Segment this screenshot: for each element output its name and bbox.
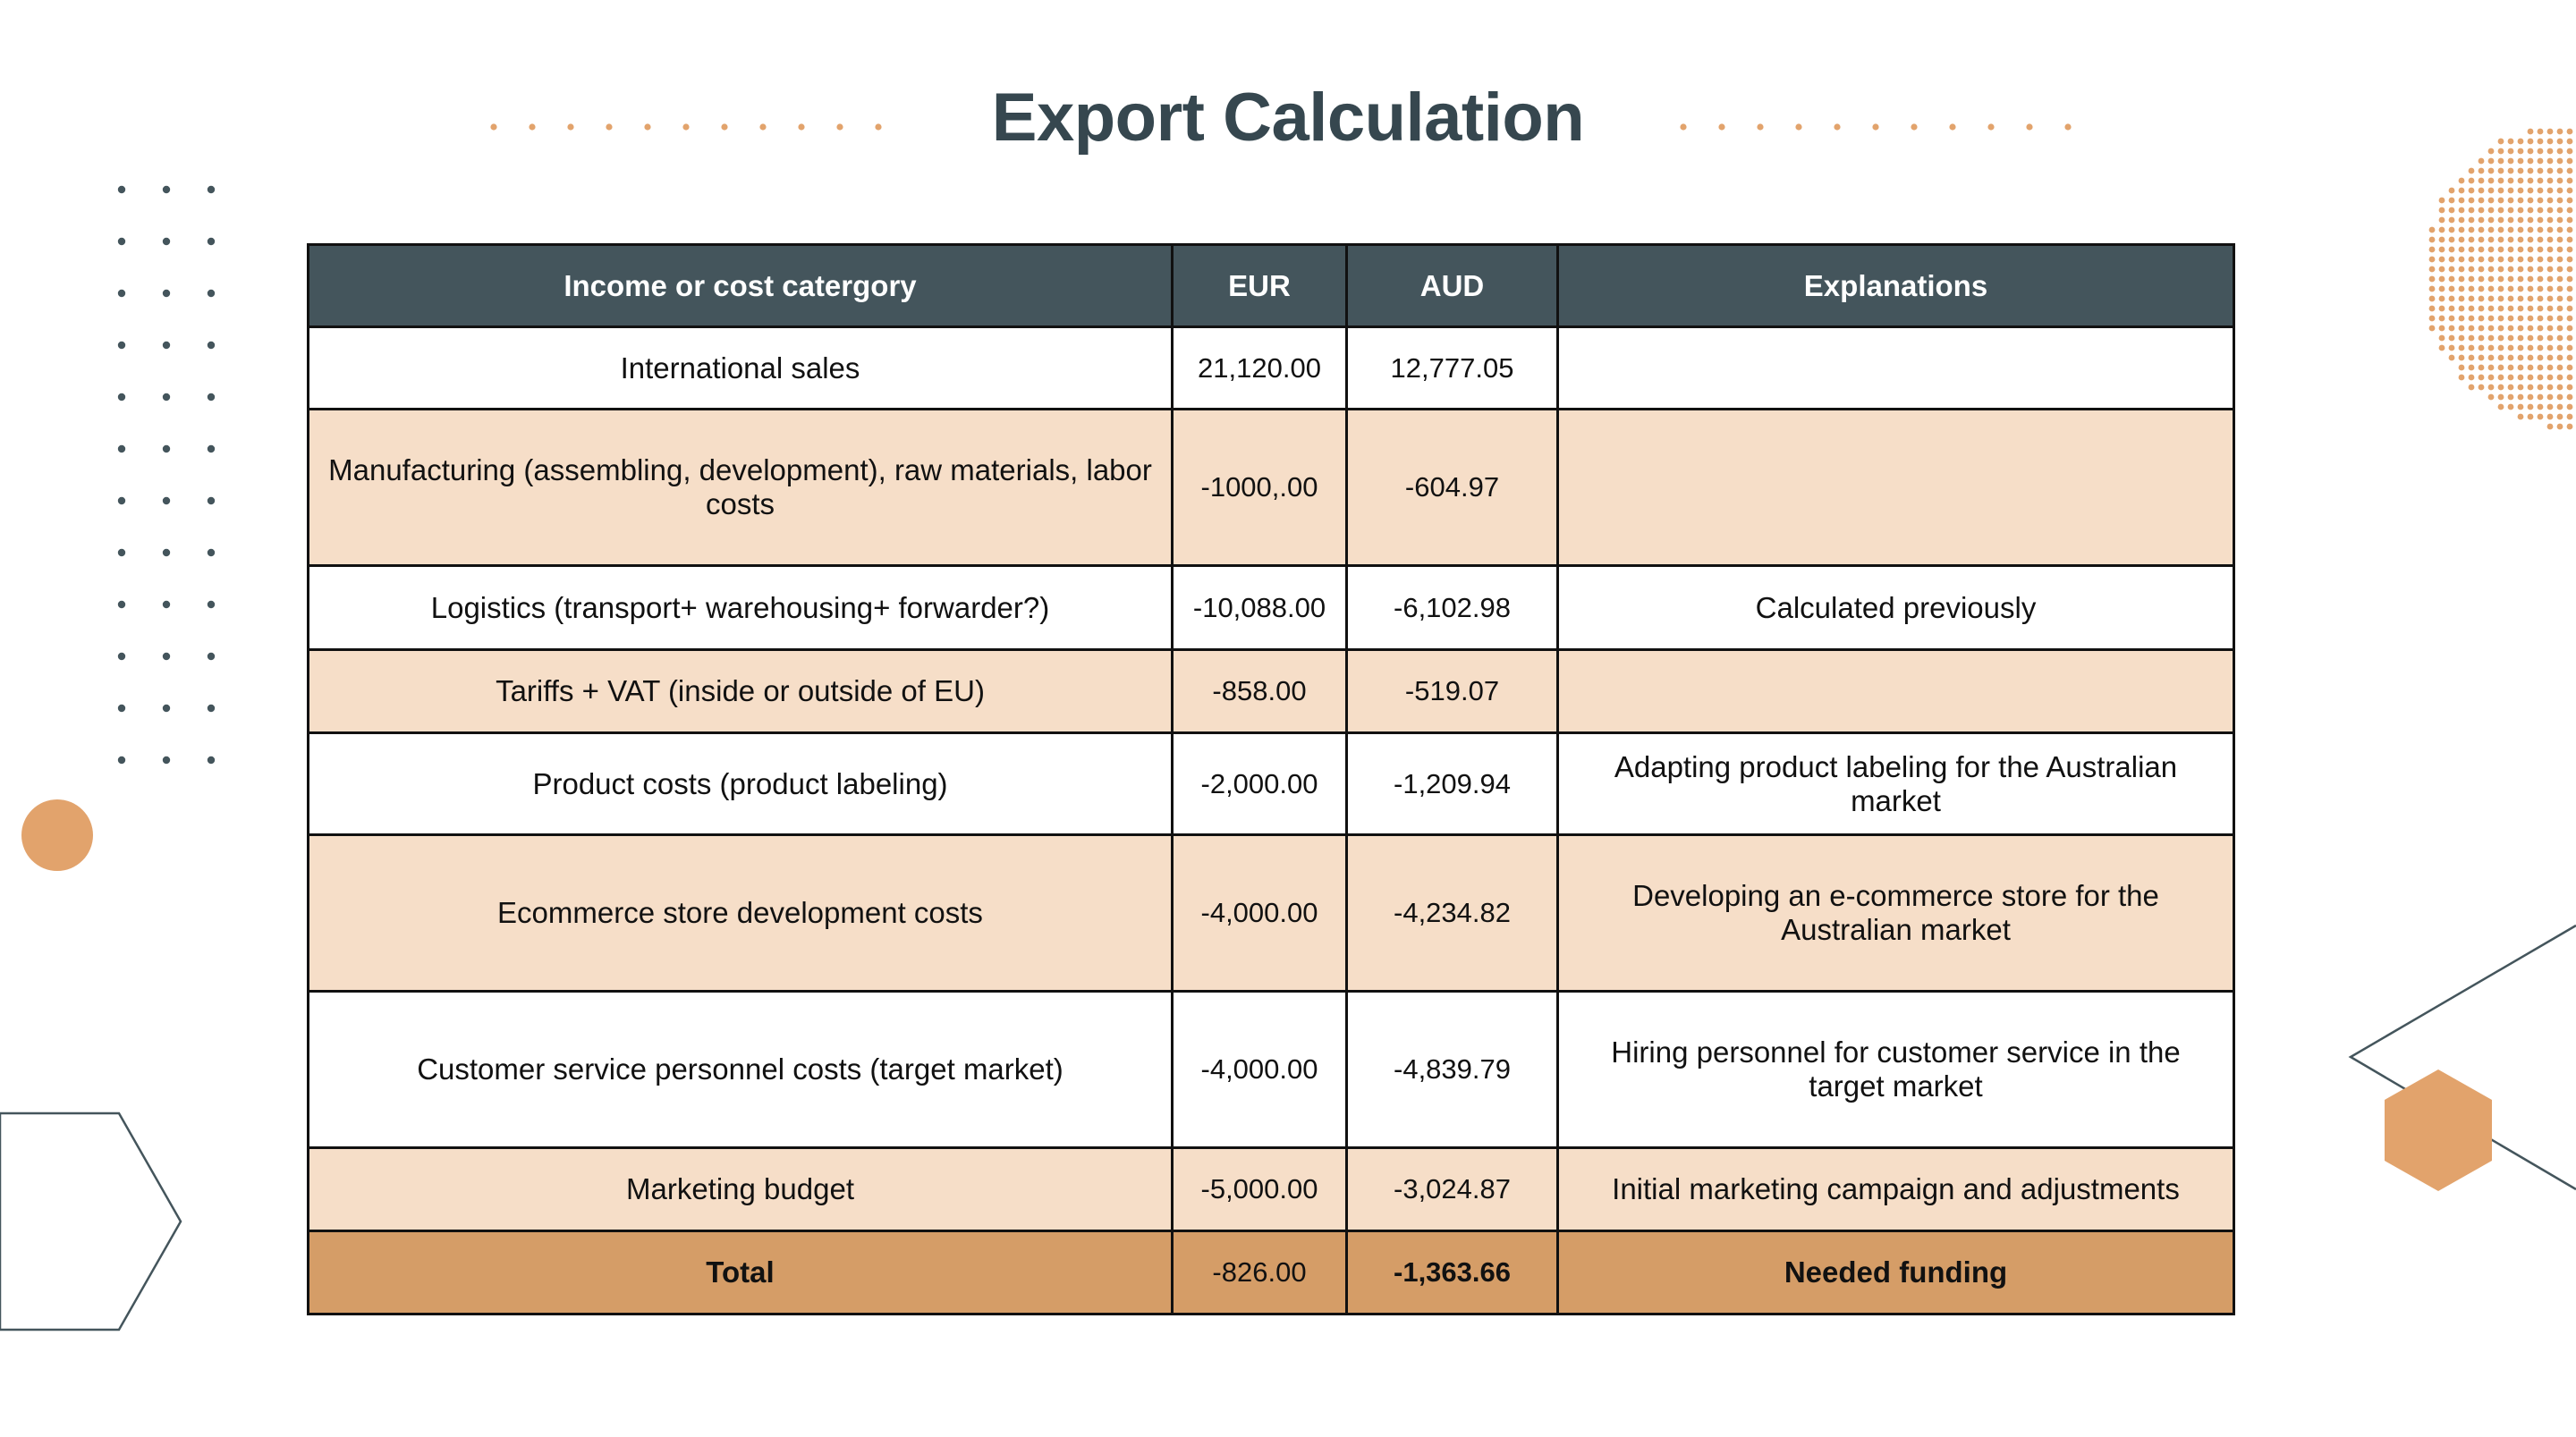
category-cell: Logistics (transport+ warehousing+ forwa…	[307, 564, 1174, 651]
explanation-cell	[1556, 648, 2235, 734]
eur-cell: -1000,.00	[1171, 408, 1348, 567]
table-row: International sales 21,120.00 12,777.05	[307, 325, 2235, 410]
explanation-cell: Hiring personnel for customer service in…	[1556, 990, 2235, 1149]
category-cell: Ecommerce store development costs	[307, 833, 1174, 993]
table-header-row: Income or cost catergory EUR AUD Explana…	[307, 243, 2235, 328]
category-cell: Manufacturing (assembling, development),…	[307, 408, 1174, 567]
explanation-cell	[1556, 325, 2235, 410]
left-dot-grid	[117, 185, 216, 765]
eur-cell: -10,088.00	[1171, 564, 1348, 651]
category-cell: Customer service personnel costs (target…	[307, 990, 1174, 1149]
header-category: Income or cost catergory	[307, 243, 1174, 328]
header-aud: AUD	[1345, 243, 1559, 328]
aud-cell: 12,777.05	[1345, 325, 1559, 410]
title-left-dots	[490, 123, 882, 131]
total-aud-cell: -1,363.66	[1345, 1230, 1559, 1315]
explanation-cell: Adapting product labeling for the Austra…	[1556, 731, 2235, 836]
category-cell: International sales	[307, 325, 1174, 410]
header-explanations: Explanations	[1556, 243, 2235, 328]
table-row: Customer service personnel costs (target…	[307, 990, 2235, 1149]
dotted-half-circle	[2428, 128, 2573, 430]
total-label-cell: Total	[307, 1230, 1174, 1315]
explanation-cell: Developing an e-commerce store for the A…	[1556, 833, 2235, 993]
eur-cell: -858.00	[1171, 648, 1348, 734]
total-explanation-cell: Needed funding	[1556, 1230, 2235, 1315]
category-cell: Tariffs + VAT (inside or outside of EU)	[307, 648, 1174, 734]
eur-cell: -2,000.00	[1171, 731, 1348, 836]
right-triangle-outline	[2348, 924, 2576, 1191]
table-row: Logistics (transport+ warehousing+ forwa…	[307, 564, 2235, 651]
orange-circle	[21, 799, 93, 871]
table-row: Product costs (product labeling) -2,000.…	[307, 731, 2235, 836]
table-total-row: Total -826.00 -1,363.66 Needed funding	[307, 1230, 2235, 1315]
table-row: Marketing budget -5,000.00 -3,024.87 Ini…	[307, 1146, 2235, 1232]
explanation-cell: Calculated previously	[1556, 564, 2235, 651]
explanation-cell: Initial marketing campaign and adjustmen…	[1556, 1146, 2235, 1232]
category-cell: Product costs (product labeling)	[307, 731, 1174, 836]
aud-cell: -1,209.94	[1345, 731, 1559, 836]
table-row: Ecommerce store development costs -4,000…	[307, 833, 2235, 993]
orange-hexagon	[2385, 1069, 2492, 1191]
total-eur-cell: -826.00	[1171, 1230, 1348, 1315]
title-right-dots	[1680, 123, 2072, 131]
export-calculation-table: Income or cost catergory EUR AUD Explana…	[307, 243, 2235, 1315]
export-calculation-table-wrap: Income or cost catergory EUR AUD Explana…	[307, 243, 2235, 1315]
table-row: Manufacturing (assembling, development),…	[307, 408, 2235, 567]
explanation-cell	[1556, 408, 2235, 567]
eur-cell: -4,000.00	[1171, 990, 1348, 1149]
category-cell: Marketing budget	[307, 1146, 1174, 1232]
eur-cell: -5,000.00	[1171, 1146, 1348, 1232]
aud-cell: -4,839.79	[1345, 990, 1559, 1149]
aud-cell: -6,102.98	[1345, 564, 1559, 651]
eur-cell: -4,000.00	[1171, 833, 1348, 993]
aud-cell: -519.07	[1345, 648, 1559, 734]
eur-cell: 21,120.00	[1171, 325, 1348, 410]
aud-cell: -3,024.87	[1345, 1146, 1559, 1232]
aud-cell: -604.97	[1345, 408, 1559, 567]
page-title: Export Calculation	[991, 80, 1585, 156]
left-hexagon-outline	[0, 1112, 182, 1331]
aud-cell: -4,234.82	[1345, 833, 1559, 993]
table-row: Tariffs + VAT (inside or outside of EU) …	[307, 648, 2235, 734]
header-eur: EUR	[1171, 243, 1348, 328]
